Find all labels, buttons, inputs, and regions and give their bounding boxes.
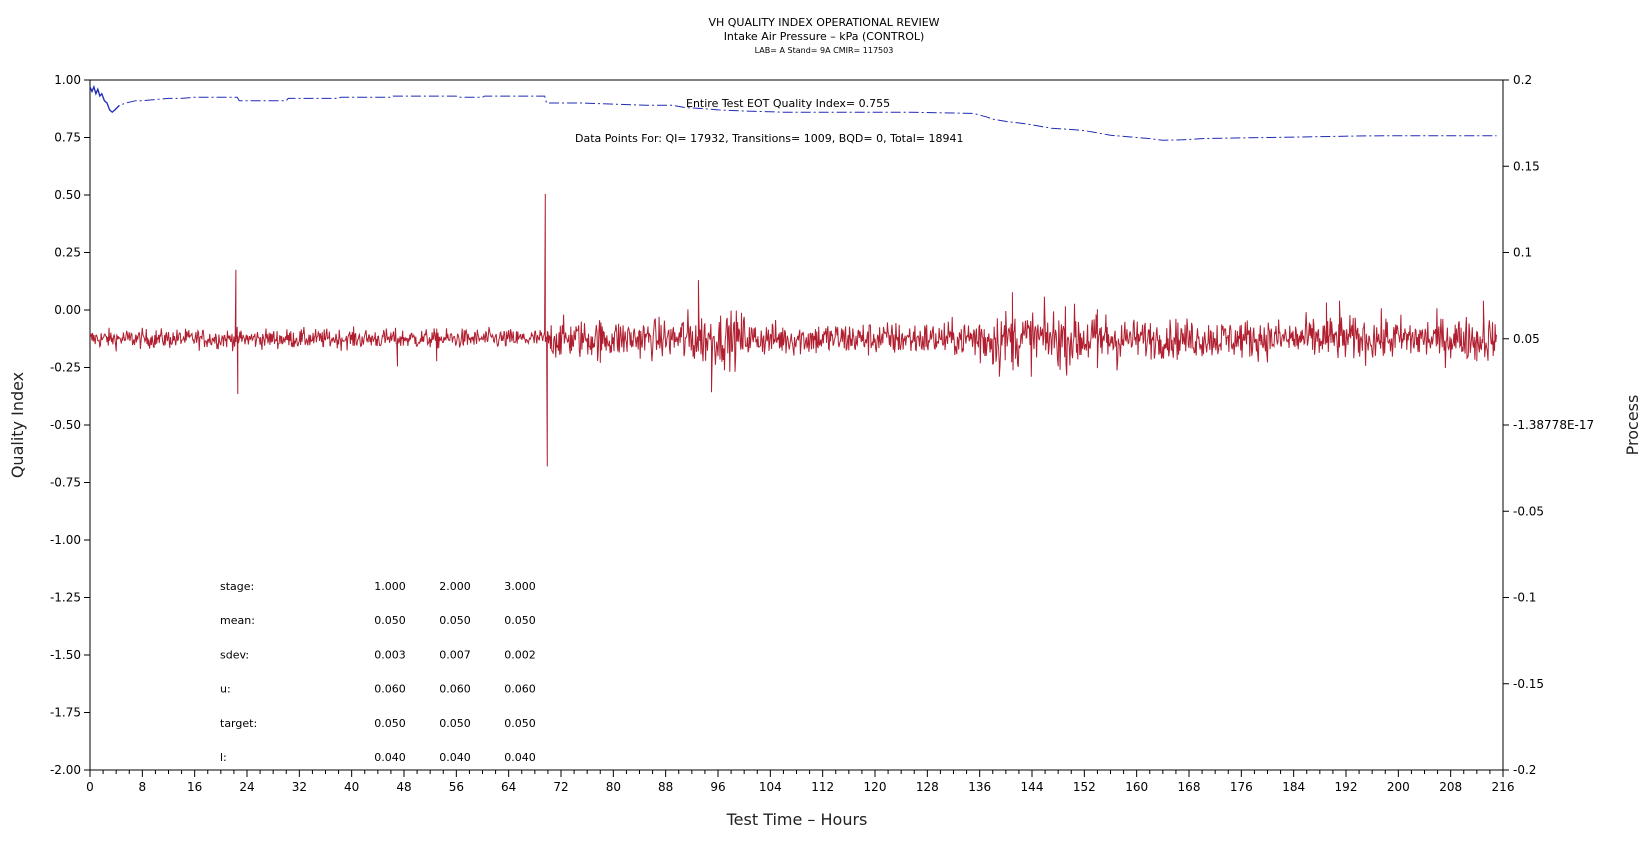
y2-tick-label: 0.1 [1513,246,1532,260]
right-axis: 0.2 0.15 0.1 0.05 -1.38778E-17 -0.05 -0.1 -0.15… [1503,73,1594,777]
quality-index-line [89,85,1497,141]
x-tick-label: 8 [139,780,147,794]
chart-subtitle-lab: LAB= A Stand= 9A CMIR= 117503 [755,46,894,55]
x-tick-label: 16 [187,780,202,794]
x-tick-label: 112 [811,780,834,794]
x-tick-label: 0 [86,780,94,794]
eot-quality-index-annotation: Entire Test EOT Quality Index= 0.755 [686,97,890,110]
y-tick-label: 0.50 [54,188,81,202]
quality-index-start-line [89,84,120,114]
stats-cell: 0.002 [504,648,536,661]
x-tick-label: 168 [1178,780,1201,794]
stats-cell: 0.060 [374,683,406,696]
y-tick-label: 0.00 [54,303,81,317]
y-tick-label: -0.25 [50,361,81,375]
y2-tick-label: -0.15 [1513,677,1544,691]
stats-cell: 0.050 [439,717,471,730]
stats-table: stage: 1.000 2.000 3.000 mean: 0.050 0.050 0.05… [220,580,536,764]
y-tick-label: -0.75 [50,476,81,490]
y-tick-label: -2.00 [50,763,81,777]
stats-cell: 0.007 [439,648,471,661]
stats-cell: 0.040 [439,751,471,764]
x-axis-title: Test Time – Hours [726,810,868,829]
stats-cell: 2.000 [439,580,471,593]
y-tick-label: -1.25 [50,591,81,605]
x-tick-label: 120 [864,780,887,794]
stats-cell: 0.050 [504,614,536,627]
x-tick-label: 32 [292,780,307,794]
x-tick-label: 144 [1021,780,1044,794]
y-tick-label: 1.00 [54,73,81,87]
stats-cell: 1.000 [374,580,406,593]
x-tick-label: 64 [501,780,516,794]
y-tick-label: -1.75 [50,706,81,720]
y-tick-label: -1.00 [50,533,81,547]
x-tick-label: 128 [916,780,939,794]
y2-axis-title: Process [1623,395,1642,456]
stats-row-label: sdev: [220,648,249,661]
chart-subtitle: Intake Air Pressure – kPa (CONTROL) [724,30,925,43]
stats-cell: 0.050 [504,717,536,730]
stats-cell: 0.040 [504,751,536,764]
x-tick-label: 80 [606,780,621,794]
bottom-axis: 0 8 16 24 32 40 48 56 64 72 80 88 96 104 112 120 128 136 1… [86,770,1514,794]
y2-tick-label: -0.05 [1513,504,1544,518]
x-tick-label: 200 [1387,780,1410,794]
y2-tick-label: 0.05 [1513,332,1540,346]
y2-tick-label: -0.1 [1513,591,1536,605]
stats-row-label: mean: [220,614,255,627]
process-series [89,193,1497,467]
y-tick-label: -1.50 [50,648,81,662]
stats-cell: 0.060 [504,683,536,696]
stats-row-label: l: [220,751,227,764]
x-tick-label: 88 [658,780,673,794]
x-tick-label: 152 [1073,780,1096,794]
x-tick-label: 160 [1125,780,1148,794]
y-axis-title: Quality Index [8,372,27,478]
stats-row-label: target: [220,717,257,730]
stats-row-label: stage: [220,580,254,593]
y2-tick-label: -0.2 [1513,763,1536,777]
x-tick-label: 136 [968,780,991,794]
x-tick-label: 184 [1282,780,1305,794]
x-tick-label: 40 [344,780,359,794]
chart-title: VH QUALITY INDEX OPERATIONAL REVIEW [708,16,939,29]
stats-cell: 0.050 [439,614,471,627]
process-line [89,193,1497,467]
stats-cell: 3.000 [504,580,536,593]
left-axis: 1.00 0.75 0.50 0.25 0.00 -0.25 -0.50 -0.75 -1.00… [50,73,90,777]
quality-index-series [89,84,1497,141]
x-tick-label: 24 [239,780,254,794]
stats-cell: 0.060 [439,683,471,696]
x-tick-label: 176 [1230,780,1253,794]
y-tick-label: 0.75 [54,131,81,145]
stats-cell: 0.040 [374,751,406,764]
y2-tick-label: 0.15 [1513,159,1540,173]
x-tick-label: 96 [710,780,725,794]
x-tick-label: 48 [396,780,411,794]
y2-tick-label: -1.38778E-17 [1513,418,1594,432]
stats-cell: 0.003 [374,648,406,661]
stats-row-label: u: [220,683,231,696]
x-tick-label: 208 [1439,780,1462,794]
data-points-annotation: Data Points For: QI= 17932, Transitions=… [575,132,964,145]
x-tick-label: 72 [553,780,568,794]
plot-frame [89,79,1504,771]
stats-cell: 0.050 [374,717,406,730]
x-tick-label: 192 [1335,780,1358,794]
y-tick-label: -0.50 [50,418,81,432]
x-tick-label: 216 [1492,780,1515,794]
x-tick-label: 104 [759,780,782,794]
y-tick-label: 0.25 [54,246,81,260]
stats-cell: 0.050 [374,614,406,627]
y2-tick-label: 0.2 [1513,73,1532,87]
x-tick-label: 56 [449,780,464,794]
